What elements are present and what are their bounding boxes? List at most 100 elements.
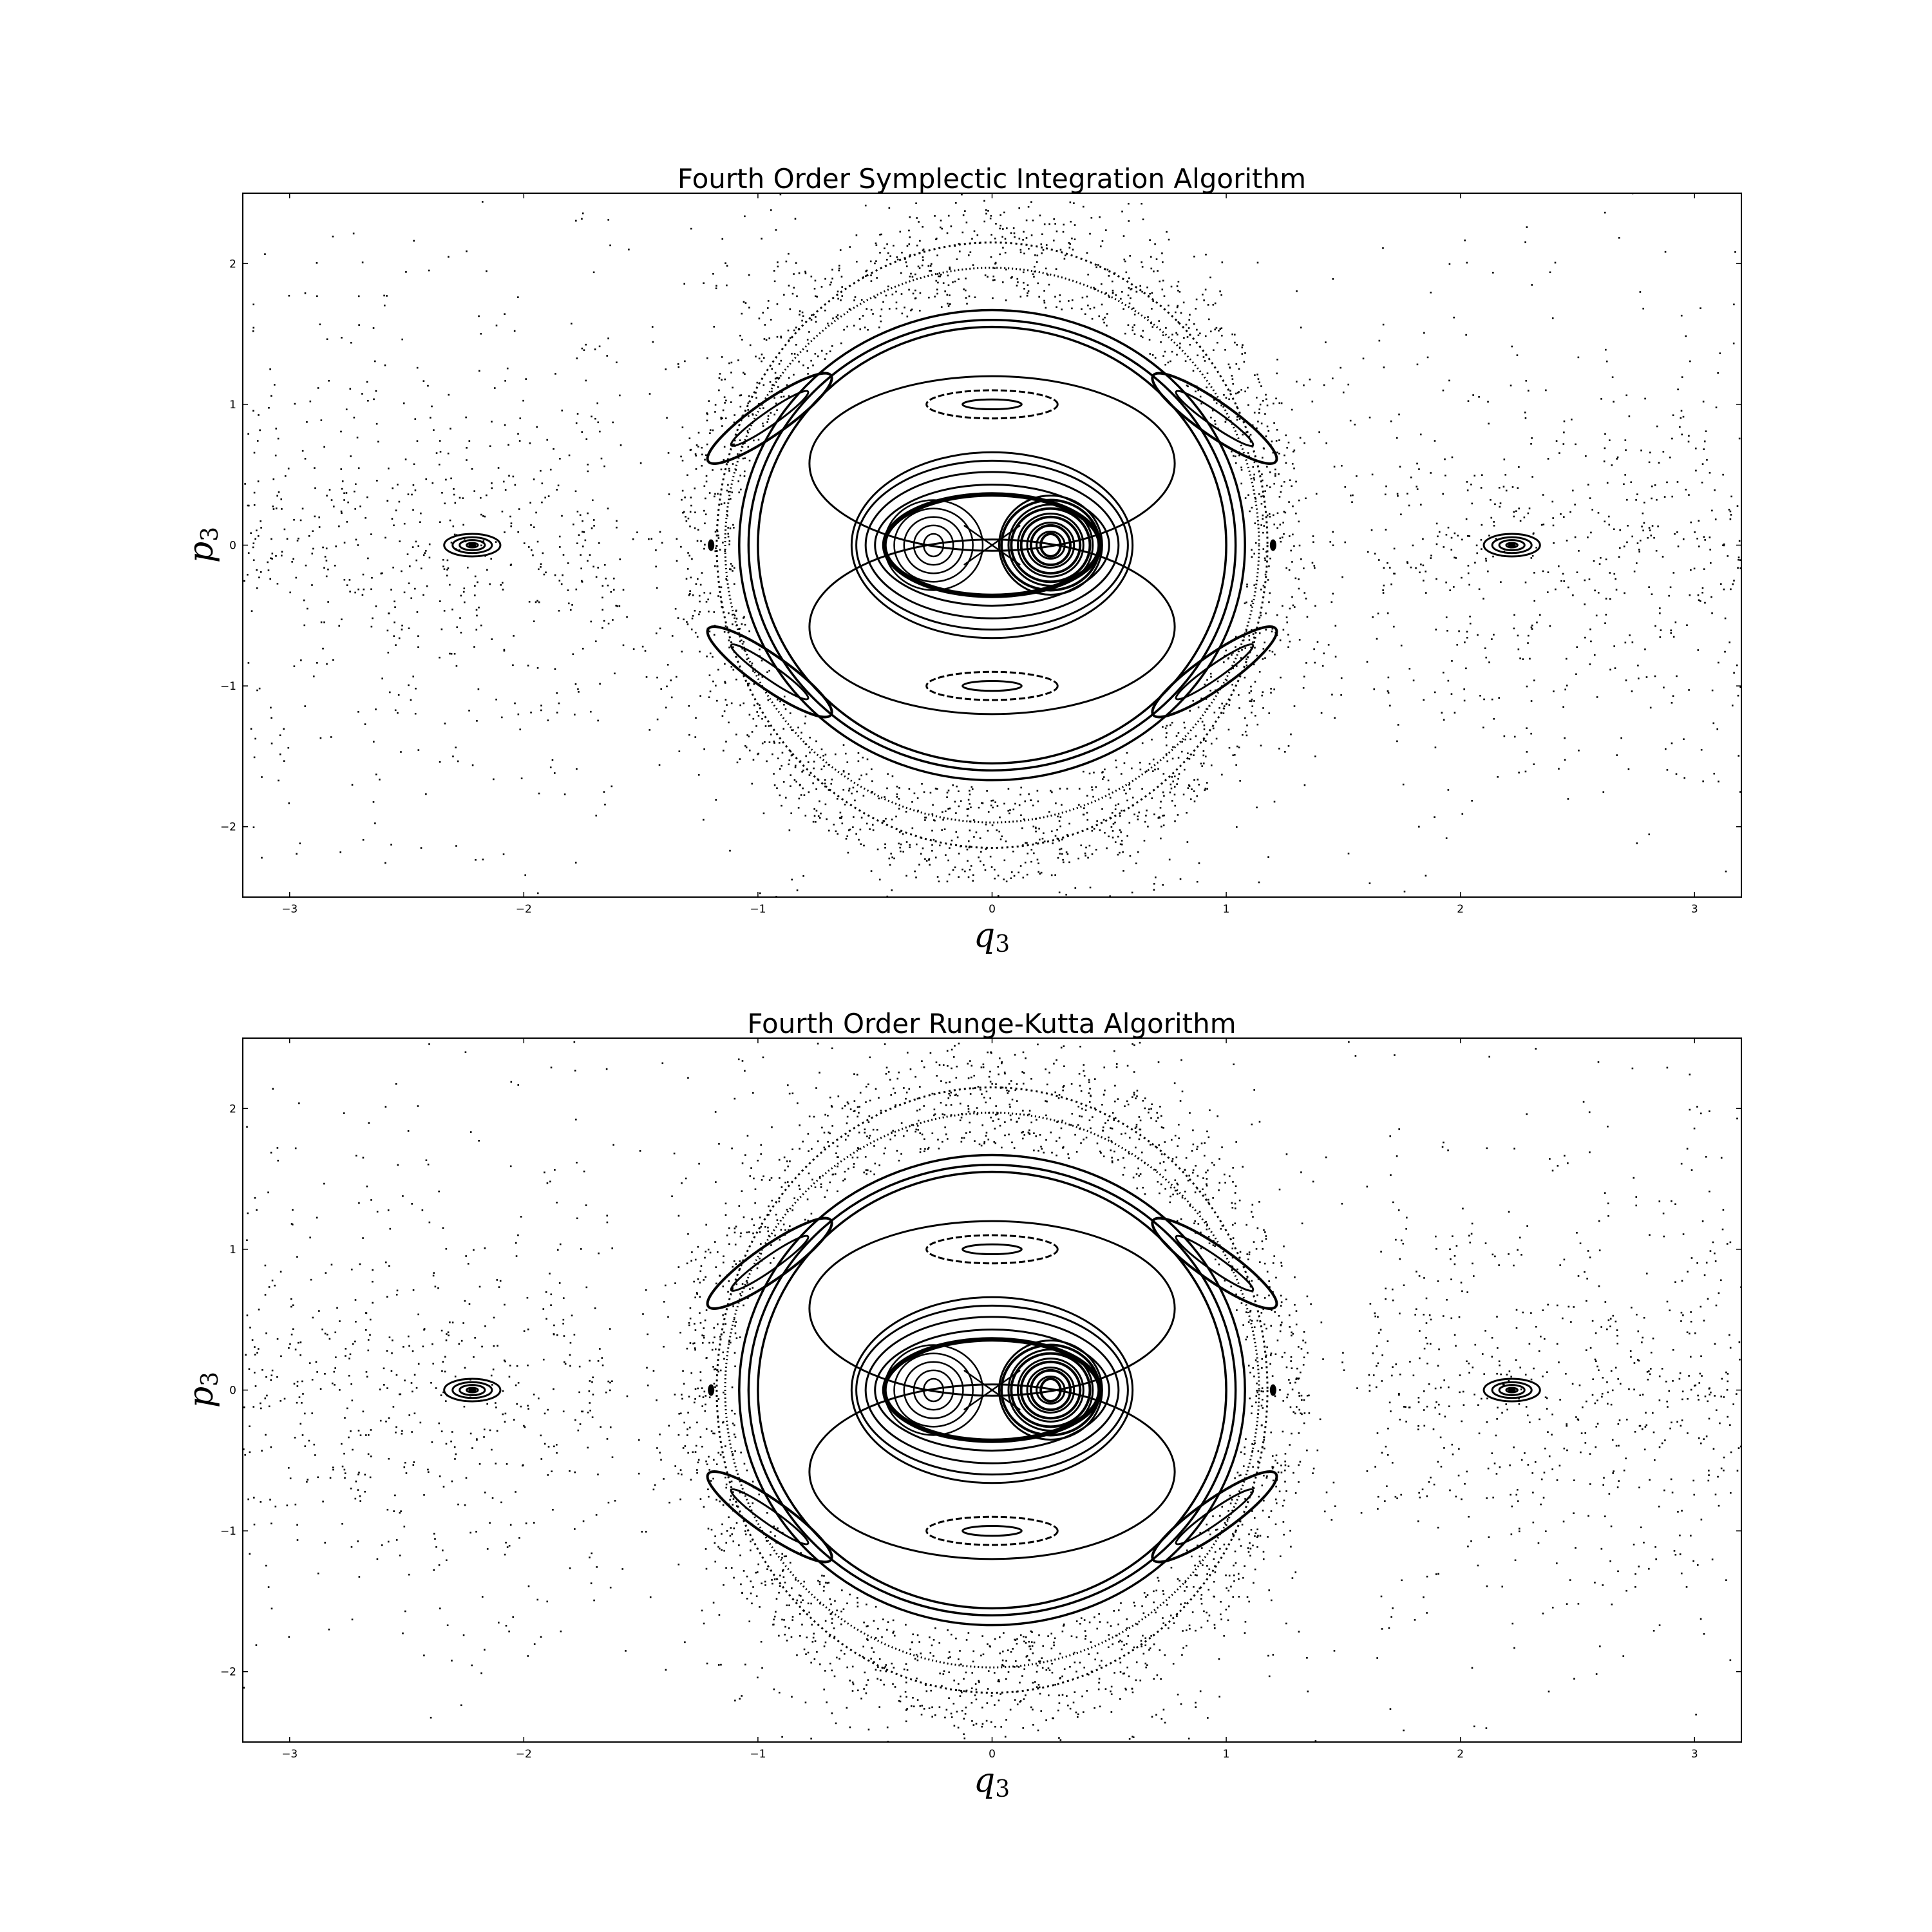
scatter-point bbox=[1531, 554, 1534, 557]
scatter-point bbox=[1721, 1378, 1723, 1380]
scatter-point bbox=[951, 1067, 952, 1070]
scatter-point bbox=[910, 309, 912, 312]
scatter-point bbox=[1714, 1493, 1717, 1496]
scatter-point bbox=[1117, 1640, 1120, 1643]
scatter-point bbox=[1396, 740, 1398, 743]
scatter-point bbox=[906, 316, 909, 317]
scatter-point bbox=[1723, 1456, 1725, 1459]
scatter-point bbox=[694, 511, 696, 513]
scatter-point bbox=[866, 1604, 867, 1605]
scatter-point bbox=[799, 1595, 802, 1597]
scatter-point bbox=[804, 272, 807, 274]
scatter-point bbox=[616, 361, 618, 364]
scatter-point bbox=[947, 302, 949, 305]
scatter-point bbox=[826, 818, 828, 820]
scatter-point bbox=[823, 765, 825, 768]
central-oval-orbit bbox=[874, 484, 1110, 607]
scatter-point bbox=[350, 1430, 352, 1432]
scatter-point bbox=[688, 594, 690, 596]
scatter-point bbox=[457, 760, 459, 762]
scatter-point bbox=[705, 480, 708, 483]
scatter-point bbox=[1435, 629, 1437, 630]
scatter-point bbox=[1605, 558, 1607, 560]
scatter-point bbox=[267, 561, 269, 564]
scatter-point bbox=[317, 1476, 319, 1479]
scatter-point bbox=[972, 1660, 974, 1663]
scatter-point bbox=[781, 1186, 783, 1188]
scatter-point bbox=[1024, 800, 1027, 802]
scatter-point bbox=[1063, 1625, 1065, 1627]
scatter-point bbox=[339, 1320, 341, 1322]
scatter-point bbox=[819, 1072, 820, 1074]
scatter-point bbox=[1127, 1103, 1130, 1106]
scatter-point bbox=[1102, 1126, 1104, 1128]
scatter-point bbox=[732, 463, 734, 465]
scatter-point bbox=[530, 524, 532, 526]
scatter-point bbox=[1012, 227, 1015, 229]
scatter-point bbox=[512, 475, 515, 478]
scatter-point bbox=[1189, 738, 1191, 741]
scatter-point bbox=[1163, 795, 1165, 797]
scatter-point bbox=[558, 535, 561, 538]
scatter-point bbox=[1690, 1388, 1692, 1391]
scatter-point bbox=[1628, 415, 1631, 417]
scatter-point bbox=[257, 480, 260, 482]
scatter-point bbox=[1575, 673, 1577, 676]
scatter-point bbox=[1004, 1072, 1006, 1075]
scatter-point bbox=[605, 577, 607, 580]
scatter-point bbox=[1220, 404, 1222, 407]
scatter-point bbox=[1247, 404, 1249, 406]
scatter-point bbox=[777, 1527, 779, 1530]
scatter-point bbox=[853, 1110, 856, 1112]
scatter-point bbox=[1672, 414, 1674, 417]
scatter-point bbox=[551, 759, 554, 761]
scatter-point bbox=[308, 535, 310, 537]
scatter-point bbox=[247, 504, 250, 507]
scatter-point bbox=[759, 704, 761, 706]
scatter-point bbox=[1106, 313, 1108, 315]
scatter-point bbox=[865, 1169, 867, 1171]
scatter-point bbox=[1457, 535, 1459, 537]
scatter-point bbox=[1018, 207, 1021, 209]
scatter-point bbox=[283, 528, 286, 531]
scatter-point bbox=[502, 589, 504, 591]
scatter-point bbox=[1601, 1392, 1604, 1395]
scatter-point bbox=[1639, 291, 1642, 293]
scatter-point bbox=[1493, 1463, 1496, 1464]
scatter-point bbox=[829, 350, 831, 352]
scatter-point bbox=[701, 1341, 704, 1344]
scatter-point bbox=[857, 1605, 859, 1607]
scatter-point bbox=[1303, 676, 1305, 677]
scatter-point bbox=[1596, 1365, 1598, 1368]
scatter-point bbox=[795, 781, 797, 783]
scatter-point bbox=[862, 756, 864, 759]
scatter-point bbox=[1179, 346, 1181, 348]
scatter-point bbox=[1659, 636, 1662, 638]
scatter-point bbox=[1535, 1048, 1537, 1050]
scatter-point bbox=[694, 609, 696, 612]
scatter-point bbox=[1406, 562, 1408, 564]
scatter-point bbox=[1182, 301, 1185, 304]
scatter-point bbox=[779, 768, 781, 770]
scatter-point bbox=[1595, 1446, 1597, 1448]
scatter-point bbox=[1283, 1533, 1285, 1536]
scatter-point bbox=[1019, 296, 1022, 298]
scatter-point bbox=[1219, 290, 1221, 292]
scatter-point bbox=[883, 1667, 886, 1669]
scatter-point bbox=[476, 614, 478, 617]
scatter-point bbox=[1239, 1251, 1242, 1253]
scatter-point bbox=[655, 632, 658, 634]
scatter-point bbox=[860, 843, 862, 846]
scatter-point bbox=[856, 790, 858, 793]
scatter-point bbox=[428, 1043, 430, 1045]
scatter-point bbox=[319, 737, 322, 739]
scatter-point bbox=[546, 1600, 549, 1603]
scatter-point bbox=[1562, 706, 1564, 708]
scatter-point bbox=[394, 709, 397, 712]
scatter-point bbox=[677, 363, 679, 365]
scatter-point bbox=[732, 1453, 734, 1455]
scatter-point bbox=[1633, 1543, 1635, 1546]
scatter-point bbox=[972, 880, 974, 882]
scatter-point bbox=[1636, 1313, 1638, 1316]
scatter-point bbox=[606, 355, 608, 357]
